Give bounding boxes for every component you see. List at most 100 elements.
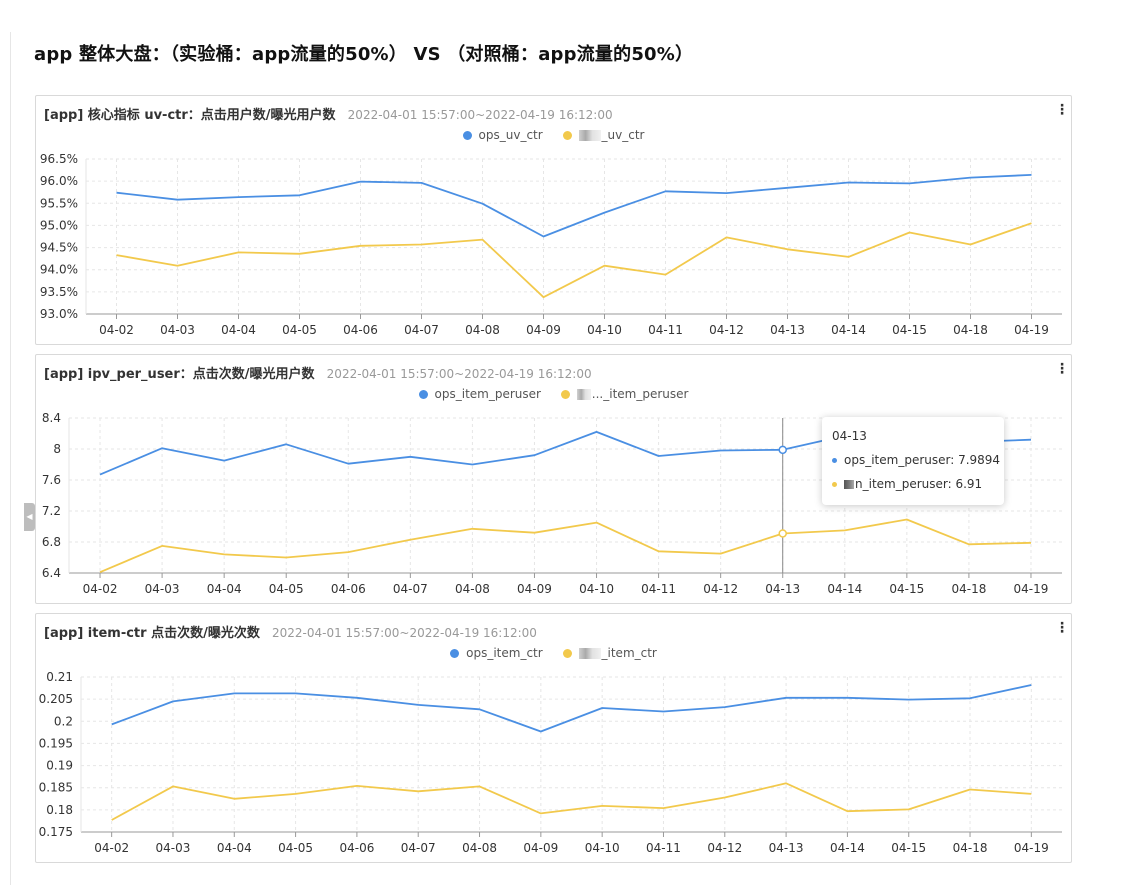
y-tick-label: 96.0%	[40, 174, 78, 188]
x-tick-label: 04-10	[585, 841, 620, 855]
redacted-mask	[578, 129, 601, 141]
y-tick-label: 6.4	[42, 566, 61, 580]
y-tick-label: 8	[53, 442, 61, 456]
y-tick-label: 8.4	[42, 411, 61, 425]
page-title: app 整体大盘：（实验桶：app流量的50%） VS （对照桶：app流量的5…	[34, 44, 694, 65]
x-tick-label: 04-19	[1014, 323, 1049, 337]
chart-panel-item-ctr: [app] item-ctr 点击次数/曝光次数 2022-04-01 15:5…	[35, 613, 1072, 863]
y-tick-label: 0.195	[39, 736, 73, 750]
series-line-control	[99, 518, 1032, 574]
x-tick-label: 04-13	[769, 841, 804, 855]
x-tick-label: 04-18	[953, 841, 988, 855]
x-tick-label: 04-15	[892, 323, 927, 337]
x-tick-label: 04-07	[393, 582, 428, 596]
left-divider	[10, 32, 11, 885]
x-tick-label: 04-05	[282, 323, 317, 337]
x-tick-label: 04-02	[99, 323, 134, 337]
legend-dot	[560, 389, 570, 399]
legend-dot	[462, 130, 472, 140]
line-chart-ipv-per-user: 6.4 6.8 7.2 7.6 8 8.4 04-02 04-03 04-04 04-05 04-0…	[42, 411, 1062, 596]
x-tick-label: 04-14	[827, 582, 862, 596]
legend-item-ops-item-ctr[interactable]: ops_item_ctr	[450, 646, 543, 660]
panel-title: [app] ipv_per_user：点击次数/曝光用户数	[44, 367, 315, 382]
chart-legend: ops_item_peruser ..._item_peruser	[36, 387, 1071, 402]
x-tick-label: 04-03	[145, 582, 180, 596]
x-tick-label: 04-12	[703, 582, 738, 596]
x-tick-label: 04-02	[94, 841, 129, 855]
x-tick-label: 04-10	[587, 323, 622, 337]
chart-legend: ops_item_ctr _item_ctr	[36, 646, 1071, 661]
x-tick-label: 04-18	[953, 323, 988, 337]
x-tick-label: 04-03	[160, 323, 195, 337]
y-tick-label: 94.5%	[40, 241, 78, 255]
x-tick-label: 04-05	[269, 582, 304, 596]
tooltip-label: ops_item_peruser: 7.9894	[844, 453, 1001, 467]
legend-item-ops-item-peruser[interactable]: ops_item_peruser	[418, 387, 541, 401]
x-tick-label: 04-04	[207, 582, 242, 596]
x-tick-label: 04-11	[648, 323, 683, 337]
y-tick-label: 94.0%	[40, 263, 78, 277]
chart-legend: ops_uv_ctr _uv_ctr	[36, 128, 1071, 143]
tooltip-dot	[832, 457, 837, 463]
legend-item-control-uv-ctr[interactable]: _uv_ctr	[562, 128, 645, 142]
legend-label: _uv_ctr	[601, 128, 645, 142]
line-chart-item-ctr: 0.175 0.18 0.185 0.19 0.195 0.2 0.205 0.21 04-02…	[39, 670, 1062, 855]
x-tick-label: 04-18	[951, 582, 986, 596]
x-tick-label: 04-13	[765, 582, 800, 596]
data-point	[778, 529, 787, 538]
x-tick-label: 04-07	[401, 841, 436, 855]
legend-item-control-item-peruser[interactable]: ..._item_peruser	[560, 387, 689, 401]
series-line-experiment	[116, 174, 1032, 238]
x-tick-label: 04-09	[517, 582, 552, 596]
data-point	[778, 445, 787, 455]
x-tick-label: 04-03	[156, 841, 191, 855]
x-tick-label: 04-02	[83, 582, 118, 596]
y-tick-label: 0.21	[46, 670, 73, 684]
tooltip-date: 04-13	[832, 429, 867, 443]
x-tick-label: 04-14	[830, 841, 865, 855]
legend-label: _item_ctr	[601, 646, 657, 660]
legend-label: ops_item_ctr	[466, 646, 543, 660]
panel-time-range: 2022-04-01 15:57:00~2022-04-19 16:12:00	[347, 108, 613, 122]
panel-title: [app] item-ctr 点击次数/曝光次数	[44, 626, 260, 641]
panel-title: [app] 核心指标 uv-ctr：点击用户数/曝光用户数	[44, 108, 336, 123]
collapse-handle[interactable]: ◀	[24, 503, 35, 531]
x-tick-label: 04-11	[646, 841, 681, 855]
y-tick-label: 95.5%	[40, 196, 78, 210]
panel-header: [app] 核心指标 uv-ctr：点击用户数/曝光用户数 2022-04-01…	[44, 104, 613, 123]
series-line-control	[116, 222, 1032, 299]
legend-item-ops-uv-ctr[interactable]: ops_uv_ctr	[462, 128, 543, 142]
y-tick-label: 6.8	[42, 535, 61, 549]
panel-time-range: 2022-04-01 15:57:00~2022-04-19 16:12:00	[271, 626, 537, 640]
y-tick-label: 0.205	[39, 692, 73, 706]
legend-dot	[562, 648, 572, 658]
x-tick-label: 04-06	[339, 841, 374, 855]
legend-item-control-item-ctr[interactable]: _item_ctr	[562, 646, 657, 660]
series-line-experiment	[111, 684, 1032, 733]
y-tick-label: 93.0%	[40, 307, 78, 321]
x-tick-label: 04-05	[278, 841, 313, 855]
y-tick-label: 96.5%	[40, 152, 78, 166]
y-tick-label: 95.0%	[40, 218, 78, 232]
legend-label: ops_item_peruser	[434, 387, 541, 401]
tooltip-row: ops_item_peruser: 7.9894	[832, 453, 1000, 467]
legend-label: ..._item_peruser	[591, 387, 689, 401]
y-tick-label: 0.185	[39, 781, 73, 795]
x-tick-label: 04-10	[579, 582, 614, 596]
legend-dot	[450, 648, 460, 658]
x-tick-label: 04-19	[1014, 841, 1049, 855]
x-tick-label: 04-07	[404, 323, 439, 337]
line-chart-uv-ctr: 93.0% 93.5% 94.0% 94.5% 95.0% 95.5% 96.0% 96.5%…	[40, 152, 1062, 337]
y-tick-label: 93.5%	[40, 285, 78, 299]
x-tick-label: 04-09	[523, 841, 558, 855]
chart-tooltip: 04-13 ops_item_peruser: 7.9894 n_item_pe…	[822, 417, 1004, 505]
y-tick-label: 7.2	[42, 504, 61, 518]
legend-label: ops_uv_ctr	[478, 128, 543, 142]
x-tick-label: 04-04	[217, 841, 252, 855]
legend-dot	[418, 389, 428, 399]
x-tick-label: 04-06	[343, 323, 378, 337]
x-tick-label: 04-13	[770, 323, 805, 337]
x-tick-label: 04-15	[889, 582, 924, 596]
redacted-mask	[844, 479, 854, 489]
y-tick-label: 0.175	[39, 825, 73, 839]
